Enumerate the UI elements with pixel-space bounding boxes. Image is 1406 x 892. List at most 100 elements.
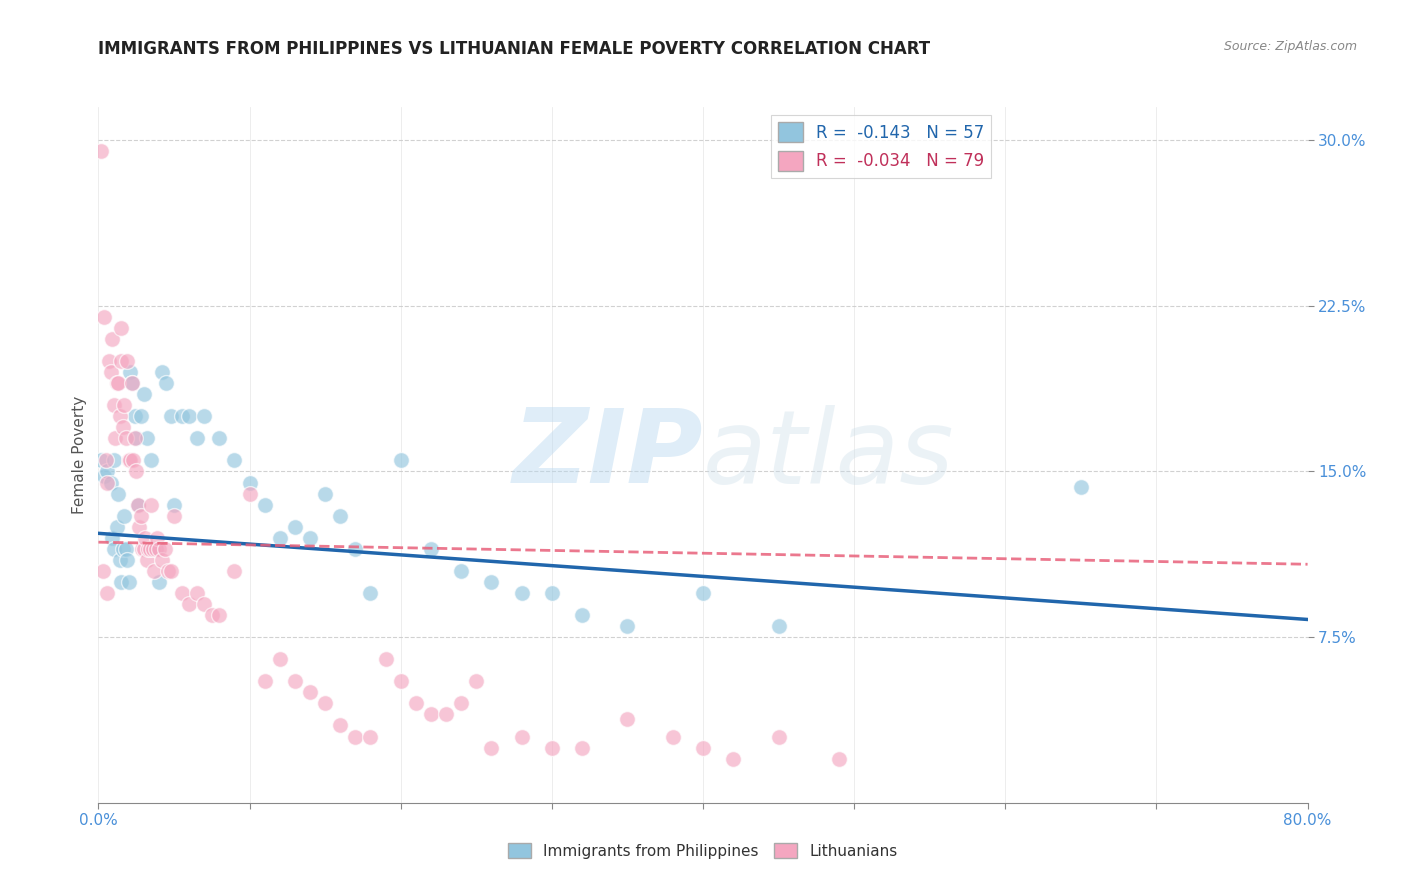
Point <box>299 685 322 699</box>
Point <box>124 431 146 445</box>
Point <box>145 541 167 556</box>
Point <box>124 409 146 424</box>
Legend: Immigrants from Philippines, Lithuanians: Immigrants from Philippines, Lithuanians <box>502 837 904 864</box>
Point <box>224 564 246 578</box>
Point <box>105 519 128 533</box>
Point <box>208 608 231 623</box>
Point <box>141 453 163 467</box>
Point <box>96 475 118 490</box>
Point <box>389 674 412 689</box>
Point <box>110 574 132 589</box>
Point <box>127 498 149 512</box>
Point <box>571 740 593 755</box>
Y-axis label: Female Poverty: Female Poverty <box>72 396 87 514</box>
Point <box>129 409 152 424</box>
Point <box>314 486 336 500</box>
Point <box>360 730 382 744</box>
Point <box>374 652 396 666</box>
Point <box>118 574 141 589</box>
Point <box>132 387 155 401</box>
Point <box>148 574 170 589</box>
Point <box>661 730 683 744</box>
Point <box>163 508 186 523</box>
Point <box>120 453 142 467</box>
Point <box>96 465 118 479</box>
Point <box>111 420 134 434</box>
Point <box>90 453 112 467</box>
Point <box>107 486 129 500</box>
Point <box>125 465 148 479</box>
Point <box>110 321 132 335</box>
Point <box>208 431 231 445</box>
Point <box>111 541 134 556</box>
Point <box>419 707 441 722</box>
Point <box>110 354 132 368</box>
Point <box>193 409 215 424</box>
Point <box>284 674 307 689</box>
Point <box>768 730 790 744</box>
Point <box>360 586 382 600</box>
Point <box>121 376 143 391</box>
Point <box>112 508 135 523</box>
Point <box>135 553 157 567</box>
Point <box>108 553 131 567</box>
Point <box>405 697 427 711</box>
Point <box>186 431 208 445</box>
Point <box>96 586 118 600</box>
Point <box>104 431 127 445</box>
Point <box>128 519 150 533</box>
Point <box>100 475 122 490</box>
Point <box>177 597 201 611</box>
Point <box>193 597 215 611</box>
Point <box>389 453 412 467</box>
Point <box>170 586 193 600</box>
Point <box>114 431 136 445</box>
Point <box>344 541 367 556</box>
Point <box>103 398 125 412</box>
Point <box>314 697 336 711</box>
Point <box>132 541 155 556</box>
Point <box>108 409 131 424</box>
Point <box>120 365 142 379</box>
Point <box>148 541 170 556</box>
Point <box>450 564 472 578</box>
Point <box>156 564 179 578</box>
Point <box>419 541 441 556</box>
Point <box>98 354 121 368</box>
Point <box>201 608 224 623</box>
Point <box>616 712 638 726</box>
Point <box>540 740 562 755</box>
Point <box>91 564 114 578</box>
Point <box>135 431 157 445</box>
Point <box>101 531 124 545</box>
Point <box>141 498 163 512</box>
Point <box>107 376 129 391</box>
Point <box>105 376 128 391</box>
Text: atlas: atlas <box>703 405 955 505</box>
Point <box>114 541 136 556</box>
Point <box>160 409 183 424</box>
Point <box>94 453 117 467</box>
Point <box>253 498 276 512</box>
Point <box>481 740 503 755</box>
Text: IMMIGRANTS FROM PHILIPPINES VS LITHUANIAN FEMALE POVERTY CORRELATION CHART: IMMIGRANTS FROM PHILIPPINES VS LITHUANIA… <box>98 40 931 58</box>
Point <box>177 409 201 424</box>
Point <box>153 541 176 556</box>
Point <box>125 431 148 445</box>
Point <box>224 453 246 467</box>
Point <box>284 519 307 533</box>
Point <box>253 674 276 689</box>
Point <box>510 586 533 600</box>
Point <box>155 376 177 391</box>
Point <box>329 508 352 523</box>
Point <box>160 564 183 578</box>
Point <box>115 553 138 567</box>
Point <box>269 531 291 545</box>
Point <box>146 531 169 545</box>
Point <box>115 354 138 368</box>
Point <box>239 486 262 500</box>
Text: ZIP: ZIP <box>512 404 703 506</box>
Point <box>93 469 115 483</box>
Point <box>481 574 503 589</box>
Point <box>127 498 149 512</box>
